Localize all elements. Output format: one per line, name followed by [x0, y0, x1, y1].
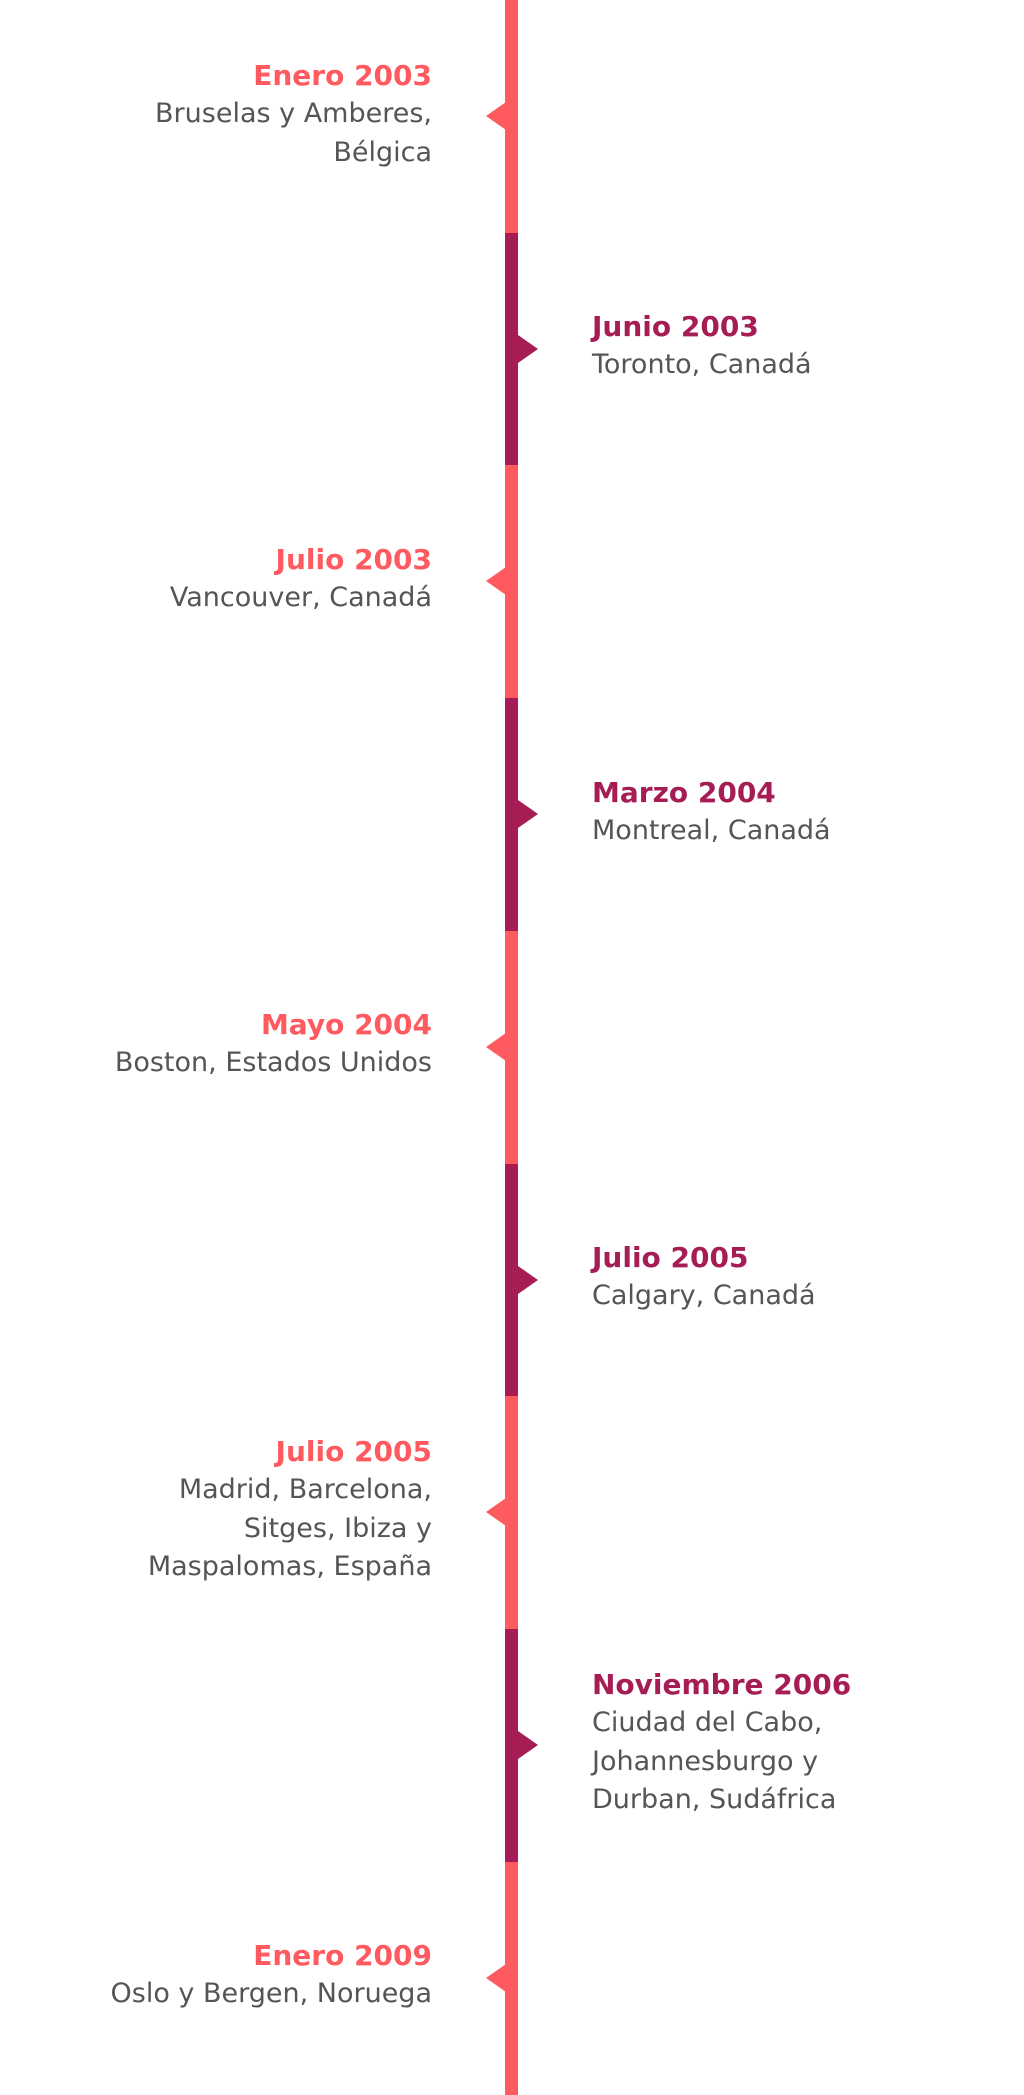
timeline-segment	[505, 465, 518, 700]
entry-place: Boston, Estados Unidos	[114, 1047, 432, 1078]
entry-date: Enero 2009	[253, 1939, 432, 1972]
timeline-pointer-icon	[518, 800, 538, 829]
entry-date: Julio 2005	[275, 1435, 432, 1468]
timeline-entry: Julio 2003 Vancouver, Canadá	[92, 541, 432, 618]
entry-place: Calgary, Canadá	[592, 1280, 816, 1311]
entry-date: Marzo 2004	[592, 776, 776, 809]
timeline-pointer-icon	[486, 1498, 506, 1527]
timeline-entry: Junio 2003 Toronto, Canadá	[592, 308, 932, 385]
entry-date: Junio 2003	[592, 310, 759, 343]
timeline-segment	[505, 930, 518, 1165]
entry-place: Bruselas y Amberes, Bélgica	[155, 98, 432, 168]
timeline-segment	[505, 0, 518, 234]
entry-date: Mayo 2004	[260, 1008, 432, 1041]
timeline-segment	[505, 1628, 518, 1863]
timeline-pointer-icon	[486, 567, 506, 596]
entry-place: Ciudad del Cabo, Johannesburgo y Durban,…	[592, 1707, 837, 1815]
entry-date: Enero 2003	[253, 59, 432, 92]
entry-place: Toronto, Canadá	[592, 349, 812, 380]
timeline-pointer-icon	[486, 102, 506, 130]
timeline-segment	[505, 1396, 518, 1630]
timeline-segment	[505, 1163, 518, 1398]
timeline-pointer-icon	[518, 1730, 538, 1759]
timeline-pointer-icon	[518, 334, 538, 363]
timeline-pointer-icon	[518, 1265, 538, 1294]
timeline-pointer-icon	[486, 1963, 506, 1992]
timeline-segment	[505, 232, 518, 467]
timeline-entry: Enero 2009 Oslo y Bergen, Noruega	[92, 1937, 433, 2014]
entry-place: Vancouver, Canadá	[169, 582, 432, 613]
timeline-entry: Julio 2005 Madrid, Barcelona, Sitges, Ibi…	[92, 1433, 432, 1587]
timeline-segment	[505, 698, 518, 932]
entry-place: Montreal, Canadá	[592, 815, 831, 846]
timeline-entry: Julio 2005 Calgary, Canadá	[592, 1239, 932, 1316]
entry-date: Julio 2003	[275, 543, 432, 576]
entry-place: Madrid, Barcelona, Sitges, Ibiza y Maspa…	[147, 1474, 432, 1582]
timeline-entry: Mayo 2004 Boston, Estados Unidos	[92, 1006, 432, 1083]
timeline-entry: Marzo 2004 Montreal, Canadá	[592, 774, 932, 851]
timeline-entry: Enero 2003 Bruselas y Amberes, Bélgica	[92, 57, 432, 172]
timeline-pointer-icon	[486, 1032, 506, 1061]
entry-date: Noviembre 2006	[592, 1668, 852, 1701]
timeline-segment	[505, 1861, 518, 2095]
timeline-entry: Noviembre 2006 Ciudad del Cabo, Johannesb…	[592, 1666, 932, 1820]
entry-place: Oslo y Bergen, Noruega	[110, 1978, 433, 2009]
entry-date: Julio 2005	[592, 1241, 749, 1274]
